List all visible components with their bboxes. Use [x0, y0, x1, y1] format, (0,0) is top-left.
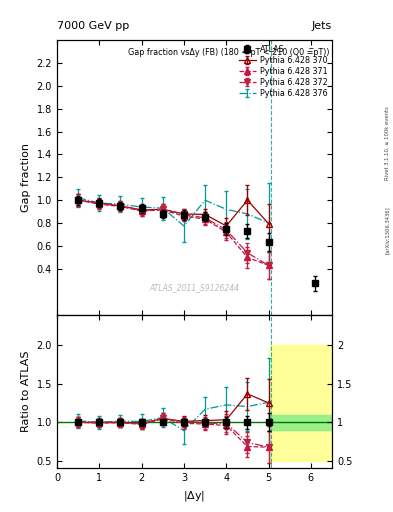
Legend: ATLAS, Pythia 6.428 370, Pythia 6.428 371, Pythia 6.428 372, Pythia 6.428 376: ATLAS, Pythia 6.428 370, Pythia 6.428 37… — [235, 41, 331, 101]
Bar — [270, 346, 332, 461]
Text: Jets: Jets — [312, 20, 332, 31]
Text: [arXiv:1306.3436]: [arXiv:1306.3436] — [385, 206, 389, 254]
Text: 7000 GeV pp: 7000 GeV pp — [57, 20, 129, 31]
Text: ATLAS_2011_S9126244: ATLAS_2011_S9126244 — [149, 283, 240, 292]
Y-axis label: Gap fraction: Gap fraction — [21, 143, 31, 212]
Text: Rivet 3.1.10, ≥ 100k events: Rivet 3.1.10, ≥ 100k events — [385, 106, 389, 180]
X-axis label: |$\Delta$y|: |$\Delta$y| — [184, 489, 206, 503]
Bar — [270, 415, 332, 430]
Text: Gap fraction vsΔy (FB) (180 < pT < 210 (Q0 =̅pT)): Gap fraction vsΔy (FB) (180 < pT < 210 (… — [128, 48, 329, 57]
Y-axis label: Ratio to ATLAS: Ratio to ATLAS — [21, 351, 31, 432]
